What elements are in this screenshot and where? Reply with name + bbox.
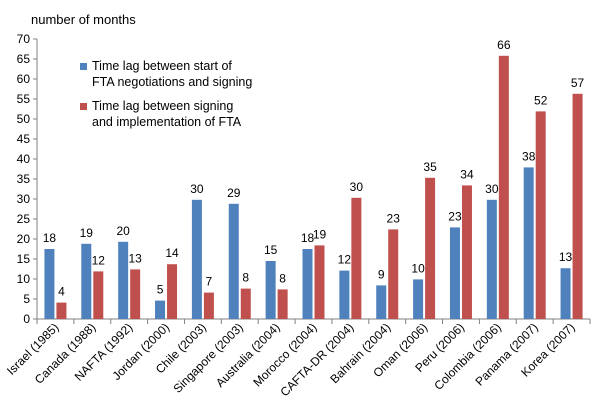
y-tick-label: 10	[17, 272, 31, 286]
x-tick-label: Morocco (2004)	[250, 320, 319, 389]
data-label-negotiation: 18	[43, 231, 57, 245]
legend-text-negotiation: FTA negotiations and signing	[92, 75, 252, 89]
y-tick-label: 55	[17, 92, 31, 106]
y-tick-label: 40	[17, 152, 31, 166]
legend-text-implementation: Time lag between signing	[92, 99, 233, 113]
bar-negotiation	[302, 249, 313, 319]
data-label-implementation: 57	[571, 76, 585, 90]
bar-implementation	[56, 302, 67, 319]
y-tick-label: 60	[17, 72, 31, 86]
bar-implementation	[240, 288, 251, 319]
data-label-implementation: 19	[313, 227, 327, 241]
bar-negotiation	[449, 227, 460, 319]
legend-swatch-negotiation	[80, 63, 87, 70]
bar-negotiation	[44, 249, 55, 319]
bar-implementation	[167, 264, 178, 319]
data-label-negotiation: 9	[378, 267, 385, 281]
data-label-implementation: 4	[58, 285, 65, 299]
data-label-negotiation: 30	[485, 182, 499, 196]
bar-negotiation	[118, 241, 129, 319]
data-label-negotiation: 38	[522, 149, 536, 163]
x-tick-label: Australia (2004)	[213, 320, 283, 390]
legend: Time lag between start of FTA negotiation…	[80, 59, 252, 129]
data-label-implementation: 35	[423, 160, 437, 174]
data-label-implementation: 52	[534, 93, 548, 107]
bar-implementation	[425, 177, 436, 319]
bar-implementation	[130, 269, 141, 319]
bar-negotiation	[376, 285, 387, 319]
bar-implementation	[388, 229, 399, 319]
y-tick-label: 30	[17, 192, 31, 206]
bar-negotiation	[155, 300, 166, 319]
bar-negotiation	[339, 270, 350, 319]
data-labels: 1841912201351430729815818191230923103523…	[43, 38, 585, 299]
y-tick-label: 0	[23, 312, 30, 326]
bar-implementation	[314, 245, 325, 319]
y-tick-label: 25	[17, 212, 31, 226]
data-label-implementation: 7	[206, 275, 213, 289]
data-label-implementation: 12	[92, 253, 106, 267]
y-axis-label: number of months	[31, 12, 136, 27]
bar-negotiation	[486, 199, 497, 319]
y-tick-label: 70	[17, 32, 31, 46]
data-label-negotiation: 15	[264, 243, 278, 257]
y-tick-label: 5	[23, 292, 30, 306]
bar-negotiation	[228, 203, 239, 319]
data-label-implementation: 66	[497, 38, 511, 52]
data-label-implementation: 8	[242, 271, 249, 285]
legend-text-negotiation: Time lag between start of	[92, 59, 232, 73]
bar-implementation	[535, 111, 546, 320]
data-label-negotiation: 5	[157, 283, 164, 297]
y-tick-label: 20	[17, 232, 31, 246]
data-label-negotiation: 19	[80, 226, 94, 240]
data-label-implementation: 30	[350, 180, 364, 194]
bar-implementation	[203, 292, 214, 319]
data-label-implementation: 14	[165, 246, 179, 260]
data-label-implementation: 23	[387, 211, 401, 225]
bar-negotiation	[523, 167, 534, 319]
bars	[44, 55, 583, 320]
bar-negotiation	[413, 279, 424, 319]
data-label-negotiation: 12	[338, 253, 352, 267]
data-label-negotiation: 23	[448, 209, 462, 223]
bar-implementation	[277, 289, 288, 319]
bar-implementation	[461, 185, 472, 319]
data-label-negotiation: 10	[411, 261, 425, 275]
x-tick-label: Colombia (2006)	[431, 320, 504, 393]
data-label-implementation: 13	[128, 251, 142, 265]
y-tick-label: 35	[17, 172, 31, 186]
bar-implementation	[572, 93, 583, 319]
legend-swatch-implementation	[80, 103, 87, 110]
bar-implementation	[498, 55, 509, 320]
data-label-implementation: 8	[279, 271, 286, 285]
y-tick-label: 15	[17, 252, 31, 266]
data-label-negotiation: 18	[301, 231, 315, 245]
data-label-negotiation: 13	[559, 250, 573, 264]
bar-negotiation	[560, 268, 571, 319]
y-tick-label: 65	[17, 52, 31, 66]
data-label-negotiation: 29	[227, 186, 241, 200]
bar-implementation	[93, 271, 104, 319]
bar-implementation	[351, 197, 362, 319]
legend-text-implementation: and implementation of FTA	[92, 115, 242, 129]
y-tick-label: 50	[17, 112, 31, 126]
data-label-implementation: 34	[460, 167, 474, 181]
data-label-negotiation: 30	[190, 182, 204, 196]
bar-negotiation	[81, 243, 92, 319]
y-tick-label: 45	[17, 132, 31, 146]
data-label-negotiation: 20	[116, 224, 130, 238]
bar-negotiation	[191, 199, 202, 319]
bar-negotiation	[265, 261, 276, 319]
